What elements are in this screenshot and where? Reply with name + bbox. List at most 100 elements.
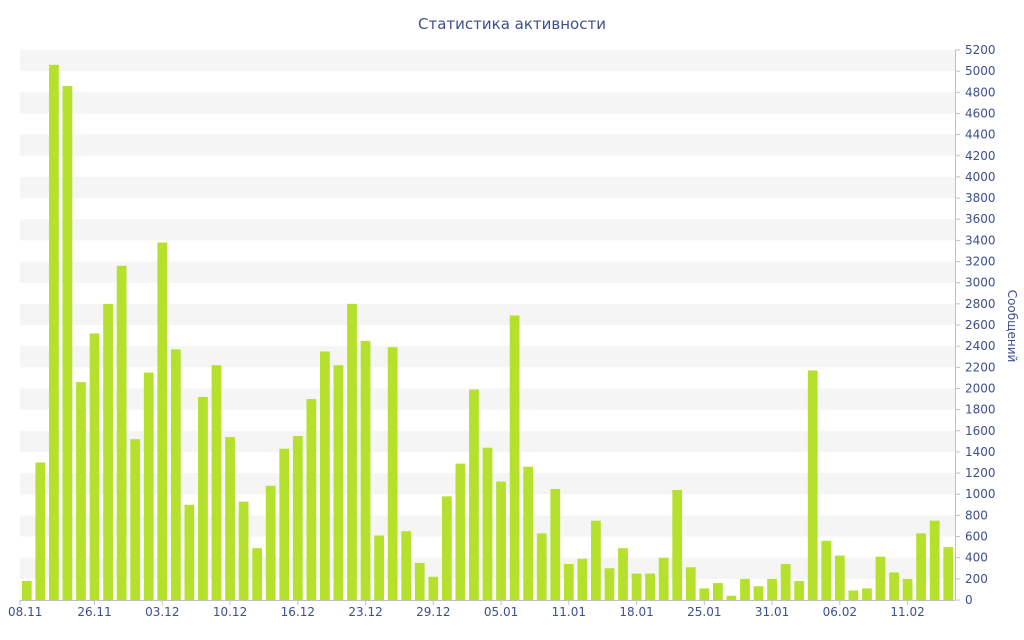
bar[interactable] (414, 562, 425, 600)
y-tick-label: 2000 (965, 381, 996, 395)
x-tick-label: 23.12 (348, 605, 382, 619)
bar[interactable] (360, 340, 371, 600)
bar[interactable] (35, 462, 46, 601)
y-tick-label: 400 (965, 551, 988, 565)
bar[interactable] (306, 399, 317, 600)
bar[interactable] (916, 533, 926, 600)
y-tick-label: 4400 (965, 128, 996, 142)
bar[interactable] (685, 567, 696, 600)
grid-band (20, 176, 955, 199)
bar[interactable] (862, 588, 872, 600)
bar[interactable] (265, 485, 276, 600)
bar[interactable] (198, 396, 208, 600)
bar[interactable] (333, 365, 344, 600)
y-tick-label: 800 (965, 508, 988, 522)
bar[interactable] (631, 573, 642, 600)
bar[interactable] (536, 533, 547, 600)
bar[interactable] (62, 85, 73, 600)
bar[interactable] (143, 372, 154, 600)
y-tick-label: 1800 (965, 403, 996, 417)
bar[interactable] (279, 448, 290, 600)
x-tick-label: 25.01 (687, 605, 721, 619)
bar[interactable] (699, 588, 710, 600)
bar[interactable] (658, 557, 669, 600)
bar[interactable] (509, 315, 520, 600)
bar[interactable] (482, 447, 493, 600)
bar[interactable] (780, 564, 791, 600)
grid-band (20, 92, 955, 114)
grid-band (20, 261, 955, 283)
bar[interactable] (211, 365, 222, 600)
axes (19, 49, 960, 605)
x-tick-label: 31.01 (755, 605, 789, 619)
y-tick-label: 3800 (965, 191, 996, 205)
bar[interactable] (523, 466, 534, 600)
y-tick-label: 4000 (965, 170, 996, 184)
bar[interactable] (184, 504, 195, 600)
bar[interactable] (116, 265, 127, 600)
bar[interactable] (347, 303, 357, 600)
bar[interactable] (455, 463, 466, 600)
y-tick-label: 0 (965, 593, 973, 607)
bar[interactable] (943, 547, 954, 600)
grid-band (20, 303, 955, 325)
bar[interactable] (103, 303, 113, 600)
bar[interactable] (740, 578, 750, 600)
bar[interactable] (320, 351, 330, 600)
y-tick-label: 1200 (965, 466, 996, 480)
bar[interactable] (645, 573, 655, 600)
bar[interactable] (225, 437, 235, 600)
bar[interactable] (496, 481, 506, 600)
bar[interactable] (726, 595, 737, 600)
bar[interactable] (929, 520, 940, 600)
grid-band (20, 388, 955, 410)
bar-series (21, 64, 954, 601)
bar[interactable] (469, 389, 479, 600)
bar[interactable] (712, 583, 723, 600)
bar[interactable] (238, 501, 249, 600)
bar[interactable] (252, 548, 263, 600)
x-tick-label: 18.01 (619, 605, 653, 619)
bar[interactable] (577, 558, 588, 600)
bar[interactable] (794, 580, 805, 600)
x-tick-label: 26.11 (77, 605, 111, 619)
x-tick-labels: 08.11 26.11 03.12 10.12 16.12 23.12 29.12 05.01… (8, 605, 925, 619)
bar[interactable] (834, 555, 845, 600)
bar[interactable] (374, 535, 384, 600)
y-tick-label: 4600 (965, 106, 996, 120)
bar[interactable] (292, 436, 303, 600)
y-tick-label: 5000 (965, 64, 996, 78)
bar[interactable] (387, 347, 398, 600)
bar[interactable] (401, 531, 412, 600)
bar[interactable] (563, 564, 574, 600)
bar[interactable] (848, 590, 859, 600)
bar[interactable] (89, 333, 100, 600)
bar[interactable] (672, 490, 683, 600)
bar[interactable] (902, 578, 913, 600)
bar[interactable] (21, 580, 32, 600)
bar[interactable] (76, 382, 86, 600)
bar[interactable] (604, 568, 615, 600)
bar[interactable] (157, 242, 168, 601)
bar[interactable] (875, 556, 886, 600)
bar[interactable] (821, 540, 832, 600)
bar[interactable] (807, 370, 818, 600)
bar[interactable] (130, 439, 141, 600)
bar[interactable] (889, 572, 899, 601)
bar[interactable] (767, 578, 777, 600)
y-tick-label: 5200 (965, 43, 996, 57)
bar[interactable] (753, 586, 764, 600)
bar[interactable] (618, 548, 628, 600)
bar[interactable] (550, 488, 561, 600)
bar[interactable] (441, 496, 452, 600)
bar[interactable] (428, 576, 439, 600)
x-tick-label: 10.12 (213, 605, 247, 619)
y-axis-title: Сообщений (1005, 289, 1019, 363)
bar[interactable] (591, 520, 601, 600)
y-tick-labels: 0 200 400 600 800 1000 1200 1400 1600 1800 2000 220… (965, 43, 996, 607)
bar[interactable] (49, 64, 59, 600)
bar[interactable] (170, 349, 181, 600)
x-tick-label: 06.02 (823, 605, 857, 619)
